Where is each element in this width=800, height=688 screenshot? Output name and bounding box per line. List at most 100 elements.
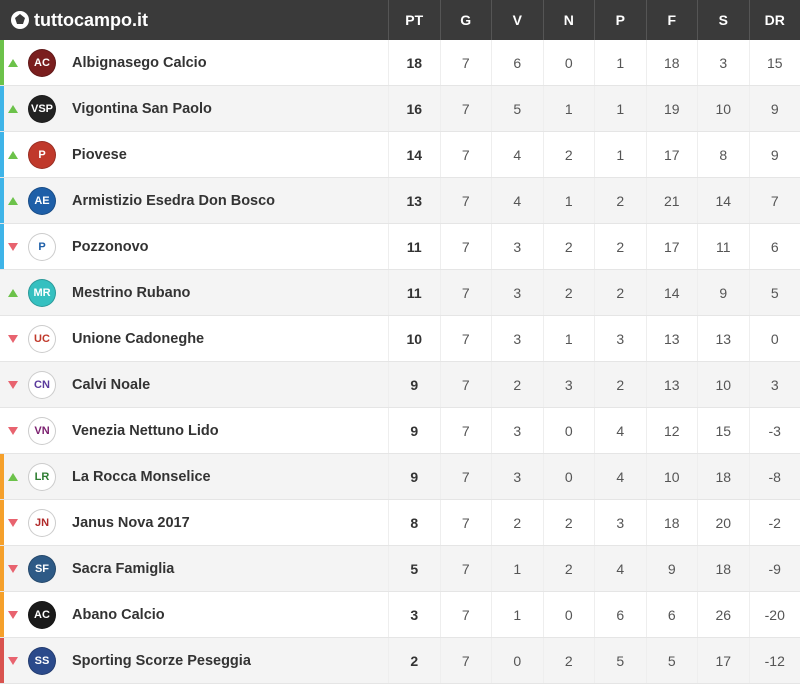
cell-pt: 9	[388, 454, 440, 499]
cell-v: 6	[491, 40, 543, 85]
cell-v: 2	[491, 362, 543, 407]
cell-dr: 6	[749, 224, 800, 269]
cell-n: 2	[543, 638, 595, 683]
cell-g: 7	[440, 316, 492, 361]
team-name[interactable]: Sporting Scorze Peseggia	[62, 638, 388, 683]
cell-dr: 5	[749, 270, 800, 315]
cell-dr: 0	[749, 316, 800, 361]
team-name[interactable]: Calvi Noale	[62, 362, 388, 407]
team-crest-icon: SF	[22, 546, 62, 591]
team-crest-icon: MR	[22, 270, 62, 315]
cell-g: 7	[440, 592, 492, 637]
cell-s: 11	[697, 224, 749, 269]
table-row[interactable]: VSPVigontina San Paolo16751119109	[0, 86, 800, 132]
trend-up-icon	[4, 86, 22, 131]
team-name[interactable]: Vigontina San Paolo	[62, 86, 388, 131]
team-name[interactable]: Venezia Nettuno Lido	[62, 408, 388, 453]
cell-pt: 11	[388, 224, 440, 269]
cell-pt: 5	[388, 546, 440, 591]
cell-dr: -8	[749, 454, 800, 499]
table-row[interactable]: MRMestrino Rubano1173221495	[0, 270, 800, 316]
cell-f: 21	[646, 178, 698, 223]
cell-pt: 14	[388, 132, 440, 177]
team-crest-icon: VSP	[22, 86, 62, 131]
trend-down-icon	[4, 362, 22, 407]
cell-dr: -12	[749, 638, 800, 683]
team-crest-icon: P	[22, 132, 62, 177]
cell-g: 7	[440, 546, 492, 591]
team-name[interactable]: Sacra Famiglia	[62, 546, 388, 591]
cell-pt: 13	[388, 178, 440, 223]
cell-n: 0	[543, 40, 595, 85]
cell-dr: 15	[749, 40, 800, 85]
table-row[interactable]: SSSporting Scorze Peseggia27025517-12	[0, 638, 800, 684]
table-row[interactable]: LRLa Rocca Monselice973041018-8	[0, 454, 800, 500]
trend-up-icon	[4, 40, 22, 85]
cell-f: 19	[646, 86, 698, 131]
table-row[interactable]: UCUnione Cadoneghe10731313130	[0, 316, 800, 362]
cell-n: 1	[543, 178, 595, 223]
brand-label: tuttocampo.it	[34, 10, 148, 31]
team-name[interactable]: La Rocca Monselice	[62, 454, 388, 499]
team-name[interactable]: Unione Cadoneghe	[62, 316, 388, 361]
cell-f: 9	[646, 546, 698, 591]
cell-pt: 2	[388, 638, 440, 683]
cell-g: 7	[440, 270, 492, 315]
team-name[interactable]: Abano Calcio	[62, 592, 388, 637]
cell-v: 4	[491, 178, 543, 223]
cell-p: 2	[594, 224, 646, 269]
table-row[interactable]: VNVenezia Nettuno Lido973041215-3	[0, 408, 800, 454]
cell-n: 0	[543, 454, 595, 499]
trend-up-icon	[4, 178, 22, 223]
cell-v: 5	[491, 86, 543, 131]
cell-g: 7	[440, 362, 492, 407]
trend-down-icon	[4, 316, 22, 361]
trend-down-icon	[4, 500, 22, 545]
cell-f: 17	[646, 132, 698, 177]
table-row[interactable]: PPiovese1474211789	[0, 132, 800, 178]
cell-pt: 9	[388, 362, 440, 407]
cell-dr: 7	[749, 178, 800, 223]
table-row[interactable]: SFSacra Famiglia57124918-9	[0, 546, 800, 592]
cell-s: 26	[697, 592, 749, 637]
cell-f: 5	[646, 638, 698, 683]
cell-s: 9	[697, 270, 749, 315]
team-name[interactable]: Piovese	[62, 132, 388, 177]
cell-v: 2	[491, 500, 543, 545]
team-name[interactable]: Mestrino Rubano	[62, 270, 388, 315]
cell-p: 4	[594, 546, 646, 591]
cell-n: 2	[543, 224, 595, 269]
logo-ball-icon	[10, 10, 30, 30]
team-name[interactable]: Pozzonovo	[62, 224, 388, 269]
trend-down-icon	[4, 638, 22, 683]
table-row[interactable]: CNCalvi Noale9723213103	[0, 362, 800, 408]
cell-p: 1	[594, 132, 646, 177]
cell-v: 4	[491, 132, 543, 177]
cell-p: 4	[594, 408, 646, 453]
cell-dr: -2	[749, 500, 800, 545]
cell-v: 1	[491, 546, 543, 591]
cell-pt: 8	[388, 500, 440, 545]
cell-dr: -3	[749, 408, 800, 453]
table-row[interactable]: ACAbano Calcio37106626-20	[0, 592, 800, 638]
table-row[interactable]: JNJanus Nova 2017872231820-2	[0, 500, 800, 546]
table-row[interactable]: ACAlbignasego Calcio18760118315	[0, 40, 800, 86]
cell-p: 5	[594, 638, 646, 683]
cell-dr: 9	[749, 86, 800, 131]
cell-v: 0	[491, 638, 543, 683]
cell-s: 3	[697, 40, 749, 85]
cell-g: 7	[440, 500, 492, 545]
table-header: tuttocampo.it PT G V N P F S DR	[0, 0, 800, 40]
cell-g: 7	[440, 408, 492, 453]
team-crest-icon: VN	[22, 408, 62, 453]
table-row[interactable]: AEArmistizio Esedra Don Bosco13741221147	[0, 178, 800, 224]
table-row[interactable]: PPozzonovo11732217116	[0, 224, 800, 270]
cell-g: 7	[440, 40, 492, 85]
trend-up-icon	[4, 454, 22, 499]
team-name[interactable]: Armistizio Esedra Don Bosco	[62, 178, 388, 223]
cell-v: 3	[491, 316, 543, 361]
cell-n: 0	[543, 408, 595, 453]
team-name[interactable]: Janus Nova 2017	[62, 500, 388, 545]
cell-f: 14	[646, 270, 698, 315]
team-name[interactable]: Albignasego Calcio	[62, 40, 388, 85]
